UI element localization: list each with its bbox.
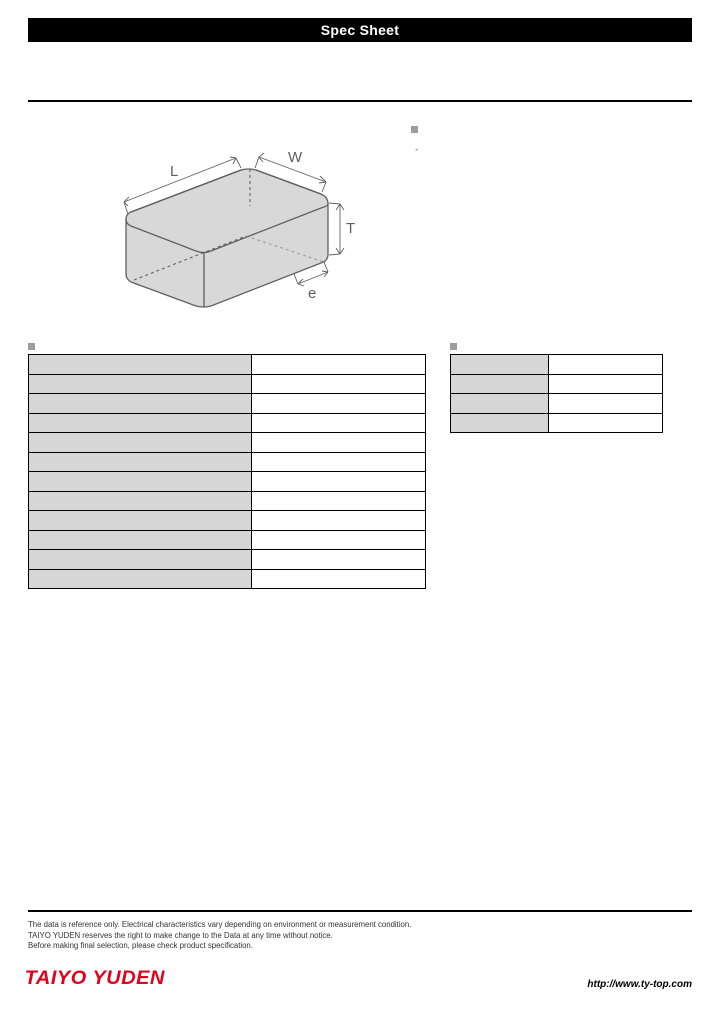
dim-label-l: L — [170, 163, 178, 180]
spec-table-right — [450, 354, 662, 433]
brand-logo: TAIYO YUDEN — [25, 968, 165, 990]
summary-heading — [411, 126, 692, 133]
footer-disclaimer: The data is reference only. Electrical c… — [28, 920, 692, 952]
footer-line: TAIYO YUDEN reserves the right to make c… — [28, 931, 692, 942]
bullet-icon — [411, 126, 418, 133]
footer-url: http://www.ty-top.com — [587, 979, 692, 990]
table-row — [29, 433, 426, 453]
table-row — [29, 491, 426, 511]
table-row — [451, 374, 662, 394]
table-row — [29, 355, 426, 375]
table-row — [29, 511, 426, 531]
bullet-icon — [28, 343, 35, 350]
footer-line: The data is reference only. Electrical c… — [28, 920, 692, 931]
table-row — [29, 374, 426, 394]
table-row — [451, 394, 662, 414]
table-row — [29, 569, 426, 589]
dim-label-e: e — [308, 285, 316, 302]
table-row — [29, 452, 426, 472]
component-diagram: L W T — [28, 124, 393, 319]
title-bar: Spec Sheet — [28, 18, 692, 42]
table-row — [451, 413, 662, 433]
spec-table-left — [28, 354, 426, 589]
table-row — [451, 355, 662, 375]
dim-label-t: T — [346, 220, 355, 237]
table-row — [29, 413, 426, 433]
bullet-icon — [450, 343, 457, 350]
table-left-heading — [28, 343, 426, 350]
table-row — [29, 394, 426, 414]
table-right-heading — [450, 343, 662, 350]
table-row — [29, 550, 426, 570]
dim-label-w: W — [288, 149, 303, 166]
table-row — [29, 530, 426, 550]
divider-footer — [28, 910, 692, 912]
table-row — [29, 472, 426, 492]
footer-line: Before making final selection, please ch… — [28, 941, 692, 952]
divider-top — [28, 100, 692, 102]
